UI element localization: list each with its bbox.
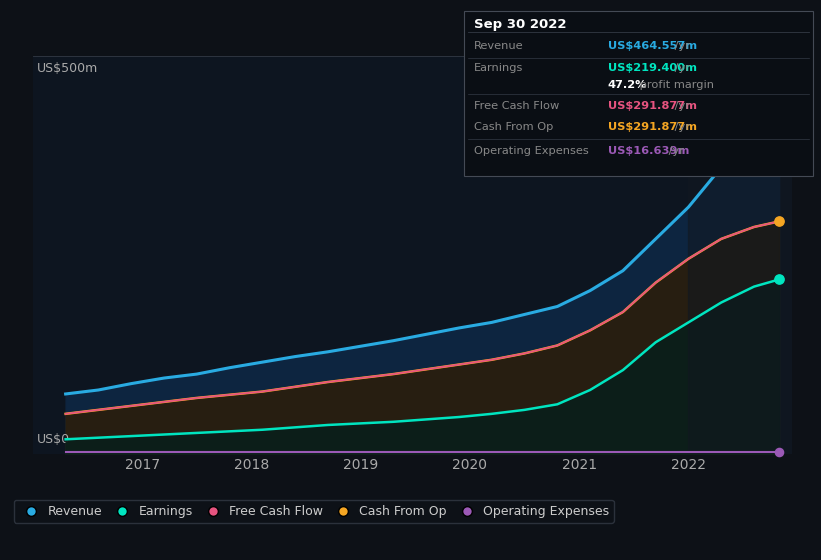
Text: /yr: /yr bbox=[671, 122, 690, 132]
Text: profit margin: profit margin bbox=[636, 80, 714, 90]
Text: /yr: /yr bbox=[665, 146, 684, 156]
Text: Operating Expenses: Operating Expenses bbox=[474, 146, 589, 156]
Text: US$219.400m: US$219.400m bbox=[608, 63, 696, 73]
Text: /yr: /yr bbox=[671, 63, 690, 73]
Text: /yr: /yr bbox=[671, 41, 690, 52]
Bar bbox=[689, 56, 792, 454]
Text: US$464.557m: US$464.557m bbox=[608, 41, 697, 52]
Point bbox=[773, 80, 786, 89]
Point bbox=[773, 217, 786, 226]
Text: Free Cash Flow: Free Cash Flow bbox=[474, 101, 559, 111]
Text: 47.2%: 47.2% bbox=[608, 80, 647, 90]
Point bbox=[773, 275, 786, 284]
Text: Earnings: Earnings bbox=[474, 63, 523, 73]
Point bbox=[773, 447, 786, 456]
Legend: Revenue, Earnings, Free Cash Flow, Cash From Op, Operating Expenses: Revenue, Earnings, Free Cash Flow, Cash … bbox=[14, 500, 614, 523]
Text: US$0: US$0 bbox=[37, 433, 70, 446]
Text: US$500m: US$500m bbox=[37, 62, 98, 75]
Text: US$16.639m: US$16.639m bbox=[608, 146, 689, 156]
Text: US$291.877m: US$291.877m bbox=[608, 122, 696, 132]
Text: Cash From Op: Cash From Op bbox=[474, 122, 553, 132]
Text: US$291.877m: US$291.877m bbox=[608, 101, 696, 111]
Text: Sep 30 2022: Sep 30 2022 bbox=[474, 18, 566, 31]
Text: Revenue: Revenue bbox=[474, 41, 523, 52]
Text: /yr: /yr bbox=[671, 101, 690, 111]
